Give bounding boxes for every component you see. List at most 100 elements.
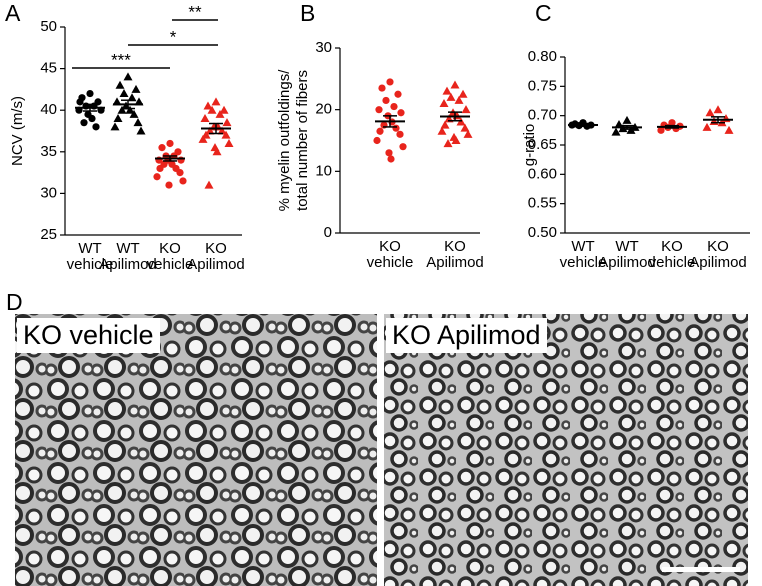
data-point xyxy=(460,123,470,132)
data-point xyxy=(622,115,632,124)
data-point xyxy=(397,109,405,117)
data-point xyxy=(165,181,173,189)
data-point xyxy=(702,122,712,131)
x-tick-label: KO Apilimod xyxy=(689,238,747,271)
y-tick-label: 50 xyxy=(40,18,57,35)
data-point xyxy=(451,136,461,144)
data-point xyxy=(375,106,383,114)
data-point xyxy=(439,99,449,107)
data-point xyxy=(396,130,404,138)
data-point xyxy=(713,105,723,114)
data-point xyxy=(385,149,393,157)
x-tick-label: KO vehicle xyxy=(146,240,194,273)
data-point xyxy=(129,109,139,118)
y-tick-label: 30 xyxy=(40,184,57,201)
x-tick-label: KO vehicle xyxy=(648,238,696,271)
data-point xyxy=(387,155,395,163)
y-tick-label: 0.60 xyxy=(528,165,557,182)
y-axis-label: total number of fibers xyxy=(294,70,311,211)
x-tick-label: WT vehicle xyxy=(559,238,607,271)
scale-bar xyxy=(662,567,740,572)
y-tick-label: 0.65 xyxy=(528,136,557,153)
data-point xyxy=(705,108,715,117)
data-point xyxy=(113,114,123,123)
data-point xyxy=(203,101,213,110)
panel-label: C xyxy=(535,0,552,26)
y-tick-label: 0.80 xyxy=(528,48,557,65)
data-point xyxy=(92,123,100,131)
significance-label: *** xyxy=(111,50,131,69)
x-tick-label: WT vehicle xyxy=(66,240,114,273)
y-tick-label: 30 xyxy=(315,39,332,56)
data-point xyxy=(446,92,456,101)
data-point xyxy=(125,105,135,114)
data-point xyxy=(76,98,84,106)
data-point xyxy=(443,139,453,148)
data-point xyxy=(136,126,146,135)
x-tick-label: WT Apilimod xyxy=(598,238,656,271)
data-point xyxy=(158,144,166,152)
micrograph-label: KO Apilimod xyxy=(386,318,547,353)
data-point xyxy=(224,138,234,147)
x-tick-label: KO Apilimod xyxy=(187,240,245,273)
y-tick-label: 35 xyxy=(40,143,57,160)
y-axis-label: g-ratio xyxy=(521,124,538,167)
data-point xyxy=(394,90,402,98)
data-point xyxy=(207,105,217,114)
micrograph xyxy=(15,314,377,586)
data-point xyxy=(217,126,227,135)
data-point xyxy=(127,93,137,102)
data-point xyxy=(437,126,447,135)
data-point xyxy=(86,89,94,98)
data-point xyxy=(442,86,452,95)
data-point xyxy=(131,84,141,93)
data-point xyxy=(133,118,143,127)
data-point xyxy=(390,102,398,111)
data-point xyxy=(215,109,225,118)
data-point xyxy=(123,72,133,81)
y-tick-label: 0.50 xyxy=(528,224,557,241)
data-point xyxy=(198,134,208,143)
micrograph xyxy=(384,314,748,586)
panel-label: A xyxy=(5,0,21,26)
y-tick-label: 0.70 xyxy=(528,107,557,124)
micrograph-label: KO vehicle xyxy=(17,318,160,353)
data-point xyxy=(611,127,621,136)
data-point xyxy=(88,114,96,123)
data-point xyxy=(176,169,184,177)
x-tick-label: KO Apilimod xyxy=(426,238,484,271)
data-point xyxy=(204,180,214,189)
y-tick-label: 20 xyxy=(315,101,332,118)
data-point xyxy=(80,119,88,127)
data-point xyxy=(458,89,468,98)
data-point xyxy=(461,105,471,114)
data-point xyxy=(450,80,460,89)
data-point xyxy=(378,84,386,92)
y-tick-label: 40 xyxy=(40,101,57,118)
data-point xyxy=(376,127,384,135)
data-point xyxy=(156,164,164,173)
y-tick-label: 25 xyxy=(40,226,57,243)
data-point xyxy=(382,96,390,105)
data-point xyxy=(119,89,129,98)
data-point xyxy=(179,177,187,185)
data-point xyxy=(200,114,210,123)
data-point xyxy=(117,105,127,114)
data-point xyxy=(115,80,125,89)
data-point xyxy=(440,120,450,129)
y-tick-label: 0 xyxy=(324,224,332,241)
y-tick-label: 0.75 xyxy=(528,77,557,94)
y-tick-label: 0.55 xyxy=(528,195,557,212)
data-point xyxy=(166,139,174,148)
data-point xyxy=(212,147,222,156)
y-tick-label: 10 xyxy=(315,162,332,179)
significance-label: * xyxy=(170,27,177,46)
data-point xyxy=(463,129,473,138)
panel-label: D xyxy=(6,289,23,315)
data-point xyxy=(205,126,215,135)
data-point xyxy=(153,173,161,181)
x-tick-label: WT Apilimod xyxy=(99,240,157,273)
significance-label: ** xyxy=(188,2,202,21)
